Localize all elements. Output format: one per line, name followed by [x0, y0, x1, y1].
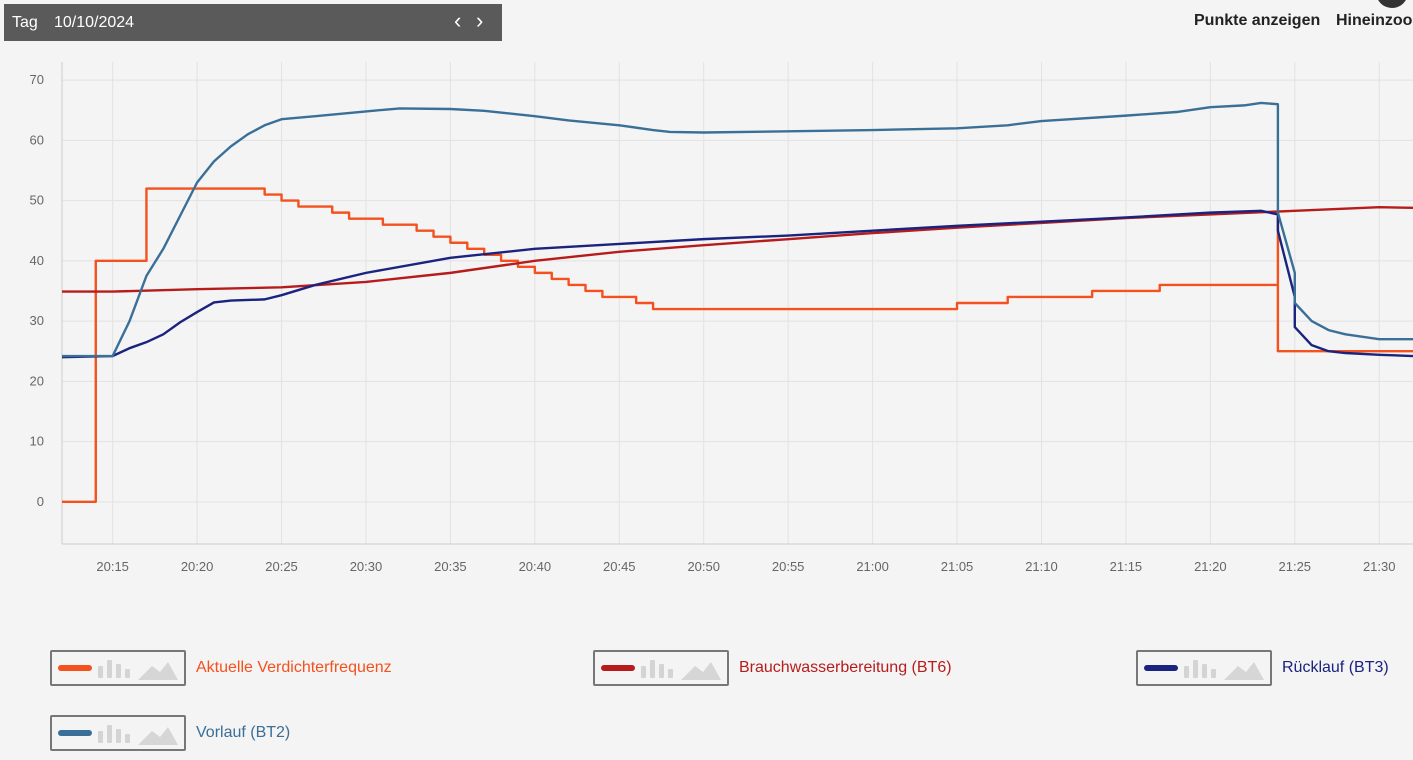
area-chart-icon	[138, 662, 178, 680]
area-chart-icon	[681, 662, 721, 680]
x-tick-label: 21:25	[1279, 559, 1312, 574]
date-display[interactable]: 10/10/2024	[54, 14, 135, 31]
x-tick-label: 20:20	[181, 559, 214, 574]
series-line-2	[62, 206, 1413, 293]
legend-label[interactable]: Aktuelle Verdichterfrequenz	[196, 659, 392, 676]
x-tick-label: 21:00	[856, 559, 889, 574]
date-navigation-bar: Tag 10/10/2024 ‹ ›	[4, 4, 502, 41]
line-chart-icon	[58, 730, 92, 736]
y-tick-label: 10	[30, 434, 44, 449]
x-tick-label: 20:50	[687, 559, 720, 574]
x-tick-label: 21:10	[1025, 559, 1058, 574]
y-tick-label: 70	[30, 72, 44, 87]
x-tick-label: 21:30	[1363, 559, 1396, 574]
x-tick-label: 20:30	[350, 559, 383, 574]
line-chart-icon	[1144, 665, 1178, 671]
y-tick-label: 40	[30, 253, 44, 268]
y-tick-label: 60	[30, 132, 44, 147]
show-points-button[interactable]: Punkte anzeigen	[1194, 12, 1321, 29]
area-chart-icon	[138, 727, 178, 745]
x-tick-label: 21:20	[1194, 559, 1227, 574]
legend-toggle-button[interactable]	[50, 715, 186, 751]
series-line-4	[62, 101, 1413, 358]
x-tick-label: 20:25	[265, 559, 298, 574]
series-line-1	[62, 187, 1413, 504]
y-tick-label: 0	[37, 494, 44, 509]
legend-toggle-button[interactable]	[593, 650, 729, 686]
bar-chart-icon	[98, 723, 132, 743]
area-chart-icon	[1224, 662, 1264, 680]
line-chart-icon	[58, 665, 92, 671]
x-tick-label: 20:55	[772, 559, 805, 574]
period-label[interactable]: Tag	[12, 14, 38, 31]
legend-toggle-button[interactable]	[1136, 650, 1272, 686]
bar-chart-icon	[1184, 658, 1218, 678]
x-tick-label: 21:15	[1110, 559, 1143, 574]
x-tick-label: 20:40	[519, 559, 552, 574]
y-tick-label: 30	[30, 313, 44, 328]
chevron-left-icon[interactable]: ‹	[454, 8, 462, 33]
bar-chart-icon	[641, 658, 675, 678]
y-tick-label: 20	[30, 373, 44, 388]
bar-chart-icon	[98, 658, 132, 678]
chevron-right-icon[interactable]: ›	[476, 8, 484, 33]
x-tick-label: 20:35	[434, 559, 467, 574]
y-tick-label: 50	[30, 193, 44, 208]
series-line-3	[61, 209, 1413, 359]
zoom-in-button[interactable]: Hineinzoom	[1336, 12, 1413, 29]
line-chart-icon	[601, 665, 635, 671]
menu-button[interactable]	[1376, 0, 1408, 8]
legend-toggle-button[interactable]	[50, 650, 186, 686]
legend-label[interactable]: Rücklauf (BT3)	[1282, 659, 1389, 676]
x-tick-label: 20:15	[96, 559, 129, 574]
x-tick-label: 20:45	[603, 559, 636, 574]
legend-label[interactable]: Brauchwasserbereitung (BT6)	[739, 659, 952, 676]
x-tick-label: 21:05	[941, 559, 974, 574]
legend-label[interactable]: Vorlauf (BT2)	[196, 724, 291, 741]
